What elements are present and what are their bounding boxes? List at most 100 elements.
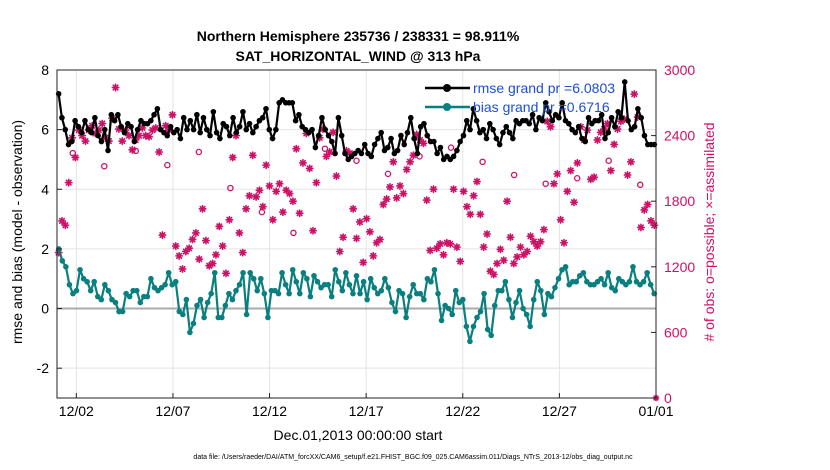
rmse-point xyxy=(358,150,365,157)
bias-point xyxy=(467,338,473,345)
rmse-point xyxy=(486,120,493,127)
bias-point xyxy=(137,299,144,306)
bias-point xyxy=(265,314,271,321)
obs-assimilated-marker xyxy=(235,228,244,237)
bias-point xyxy=(392,308,399,315)
bias-point xyxy=(382,275,388,282)
obs-possible-marker xyxy=(605,157,612,164)
bias-point xyxy=(516,287,523,294)
rmse-point xyxy=(470,105,477,112)
rmse-point xyxy=(371,141,378,148)
rmse-point xyxy=(210,108,217,115)
rmse-point xyxy=(88,129,95,136)
obs-assimilated-marker xyxy=(272,187,281,196)
bias-point xyxy=(73,287,80,294)
obs-assimilated-marker xyxy=(496,245,505,254)
bias-point xyxy=(421,296,427,303)
rmse-point xyxy=(92,114,98,121)
bias-point xyxy=(219,314,225,321)
rmse-point xyxy=(457,138,463,145)
rmse-point xyxy=(641,132,648,139)
obs-assimilated-marker xyxy=(623,170,632,179)
rmse-point xyxy=(625,117,631,124)
rmse-point xyxy=(194,111,200,118)
bias-point xyxy=(513,299,519,306)
rmse-point xyxy=(394,147,401,154)
rmse-point xyxy=(463,117,470,124)
obs-assimilated-marker xyxy=(456,257,465,266)
rmse-point xyxy=(266,126,273,133)
obs-count-series xyxy=(54,83,660,402)
rmse-point xyxy=(483,135,490,142)
bias-point xyxy=(378,287,385,294)
bias-point xyxy=(438,317,445,324)
rmse-point xyxy=(154,105,161,112)
obs-assimilated-marker xyxy=(158,231,167,240)
x-tick-label: 12/02 xyxy=(59,403,94,419)
bias-point xyxy=(371,284,378,291)
rmse-point xyxy=(510,135,516,142)
rmse-point xyxy=(59,114,65,121)
rmse-point xyxy=(263,105,269,112)
obs-assimilated-marker xyxy=(98,119,107,128)
obs-assimilated-marker xyxy=(332,172,341,181)
obs-assimilated-marker xyxy=(268,215,277,224)
obs-assimilated-marker xyxy=(563,187,572,196)
obs-possible-marker xyxy=(258,208,266,216)
y-tick-label-left: 4 xyxy=(41,181,49,197)
plot-frame xyxy=(56,69,657,399)
obs-assimilated-marker xyxy=(225,215,234,224)
obs-assimilated-marker xyxy=(392,193,401,202)
bias-point xyxy=(534,278,541,285)
obs-assimilated-marker xyxy=(111,83,120,92)
bias-point xyxy=(435,290,441,297)
y-tick-label-right: 0 xyxy=(664,390,672,406)
obs-assimilated-marker xyxy=(188,235,197,244)
bias-point xyxy=(477,308,484,315)
rmse-point xyxy=(82,117,88,124)
rmse-point xyxy=(329,138,335,145)
obs-assimilated-marker xyxy=(626,157,635,166)
bias-point xyxy=(314,278,321,285)
obs-assimilated-marker xyxy=(325,148,334,156)
bias-point xyxy=(172,278,179,285)
bias-point xyxy=(307,293,314,300)
obs-assimilated-marker xyxy=(630,90,639,99)
rmse-point xyxy=(635,105,641,112)
obs-assimilated-marker xyxy=(245,191,254,200)
obs-assimilated-marker xyxy=(590,173,599,182)
obs-assimilated-marker xyxy=(138,123,147,132)
obs-possible-marker xyxy=(510,171,518,179)
rmse-point xyxy=(496,141,503,148)
obs-assimilated-marker xyxy=(446,239,455,248)
rmse-point xyxy=(75,123,82,130)
bias-point xyxy=(119,308,126,315)
rmse-point xyxy=(631,123,638,130)
bias-point xyxy=(431,266,438,273)
bias-point xyxy=(573,278,580,285)
bias-point xyxy=(112,299,119,306)
obs-assimilated-marker xyxy=(298,158,307,167)
bias-point xyxy=(502,278,509,285)
rmse-point xyxy=(602,135,608,142)
rmse-point xyxy=(131,138,138,145)
rmse-point xyxy=(612,123,618,130)
rmse-point xyxy=(115,111,121,118)
bias-point xyxy=(328,293,335,300)
rmse-point xyxy=(490,126,496,133)
bias-point xyxy=(403,314,409,321)
rmse-point xyxy=(401,141,408,148)
rmse-point xyxy=(621,79,628,85)
obs-possible-marker xyxy=(384,170,392,178)
rmse-point xyxy=(111,117,118,124)
rmse-point xyxy=(556,114,562,121)
rmse-point xyxy=(98,138,105,145)
obs-possible-marker xyxy=(542,180,549,187)
rmse-point xyxy=(384,144,391,151)
rmse-point xyxy=(378,129,384,136)
legend-rmse-marker xyxy=(443,84,451,92)
rmse-point xyxy=(533,126,539,133)
rmse-point xyxy=(335,114,342,121)
rmse-point xyxy=(411,135,417,142)
obs-assimilated-marker xyxy=(175,251,184,260)
